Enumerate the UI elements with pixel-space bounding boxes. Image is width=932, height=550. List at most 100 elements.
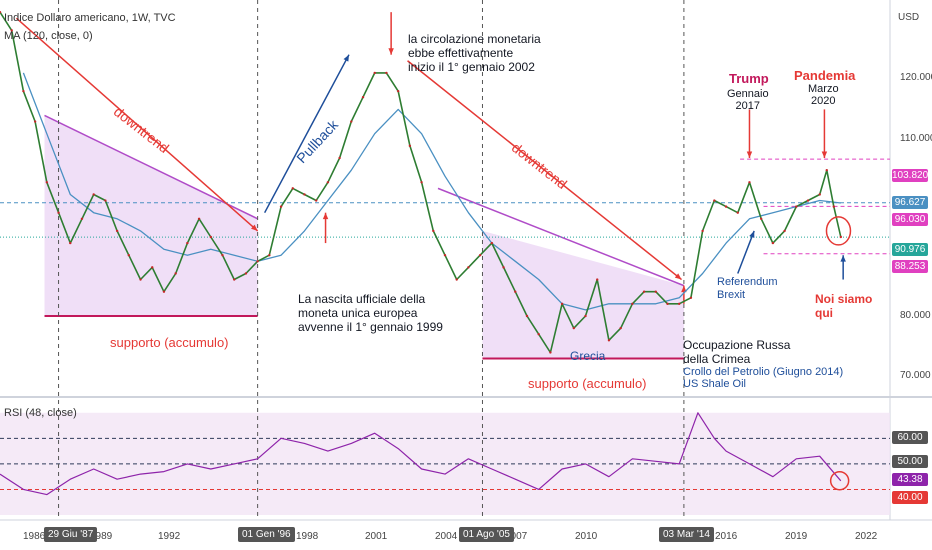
price-point [502, 266, 505, 269]
annotation-euro-birth: La nascita ufficiale della moneta unica … [298, 292, 443, 334]
euro-circ-line-3: inizio il 1° gennaio 2002 [408, 60, 535, 74]
price-tick: 110.000 [900, 133, 932, 144]
price-point [10, 29, 13, 32]
price-point [759, 217, 763, 220]
trump-date-line-2: 2017 [735, 100, 761, 112]
price-point [832, 205, 835, 208]
price-point [350, 120, 353, 123]
brexit-line-2: Brexit [717, 289, 746, 301]
euro-birth-line-1: La nascita ufficiale della [298, 292, 426, 306]
annotation-trump: Trump [729, 71, 769, 86]
year-tick: 1998 [296, 531, 319, 542]
price-point [197, 217, 201, 220]
price-point [139, 278, 142, 281]
price-point [736, 211, 739, 214]
year-tick: 2007 [505, 531, 528, 542]
price-point [560, 302, 564, 306]
price-level-label: 96.627 [892, 196, 928, 209]
pullback-arrow-head [343, 54, 349, 62]
price-point [666, 302, 669, 306]
annotation-trump-date: Gennaio 2017 [727, 88, 769, 112]
price-line [0, 11, 842, 354]
euro-birth-arrow-head [322, 212, 329, 220]
price-point [80, 217, 84, 220]
rsi-line [0, 412, 842, 496]
pullback-arrow [263, 54, 350, 214]
downtrend-arrow-1 [15, 17, 259, 232]
price-point [279, 205, 283, 208]
wedge-upper-line-2 [437, 187, 685, 287]
wedge-zone-1 [44, 115, 258, 316]
price-tick: 120.000 [900, 72, 932, 83]
price-point [314, 199, 318, 202]
price-point [654, 290, 657, 293]
price-point [256, 260, 259, 263]
noi-line-1: Noi siamo [815, 292, 873, 306]
price-level-label: 103.820 [892, 169, 929, 182]
price-point [783, 229, 786, 233]
downtrend-arrow-2 [407, 60, 683, 281]
price-point [209, 235, 212, 239]
price-point [572, 326, 576, 330]
price-point [432, 229, 435, 233]
price-point [233, 278, 236, 281]
price-point [373, 71, 376, 75]
brexit-arrow [737, 230, 755, 274]
downtrend-arrow-1-head [250, 224, 258, 231]
price-tick: 70.000 [900, 370, 931, 381]
price-point [724, 205, 728, 208]
price-point [0, 10, 2, 14]
noi-siamo-qui-arrow-head [840, 255, 846, 262]
price-point [22, 89, 25, 93]
rsi-level-label: 50.00 [892, 455, 928, 468]
price-point [244, 272, 248, 275]
price-point [338, 156, 341, 160]
price-point [291, 187, 294, 190]
pandemia-date-line-2: 2020 [811, 95, 836, 107]
price-point [162, 290, 166, 293]
year-tick: 2004 [435, 531, 458, 542]
price-point [151, 266, 154, 269]
date-marker: 01 Ago '05 [459, 527, 514, 542]
year-tick: 1992 [158, 531, 181, 542]
price-point [806, 199, 810, 202]
price-point [69, 241, 72, 245]
price-point [420, 181, 423, 184]
brexit-arrow-head [749, 230, 755, 238]
wedge-zone-2 [482, 230, 684, 359]
russia-line-1: Occupazione Russa [683, 338, 791, 352]
current-price-circle [825, 216, 852, 246]
price-point [115, 229, 119, 233]
price-point [689, 296, 693, 299]
price-point [127, 254, 131, 257]
crimea-arrow-head [681, 285, 687, 293]
price-point [713, 199, 716, 202]
annotation-support-1: supporto (accumulo) [110, 335, 229, 350]
euro-circ-arrow-head [388, 48, 394, 55]
price-level-label: 96.030 [892, 213, 928, 226]
date-marker: 29 Giu '87 [44, 527, 98, 542]
chart-title: Indice Dollaro americano, 1W, TVC [4, 12, 176, 24]
price-point [385, 71, 388, 75]
pandemia-arrow-head [821, 151, 828, 158]
annotation-grecia: Grecia [570, 349, 606, 363]
annotation-brexit: Referendum Brexit [717, 276, 778, 302]
price-point [45, 181, 49, 184]
euro-birth-line-2: moneta unica europea [298, 306, 418, 320]
price-point [748, 181, 751, 184]
year-tick: 2016 [715, 531, 738, 542]
price-point [525, 314, 529, 318]
price-point [514, 290, 517, 293]
annotation-oil: Crollo del Petrolio (Giugno 2014) US Sha… [683, 366, 843, 390]
price-point [795, 205, 798, 208]
year-tick: 2001 [365, 531, 388, 542]
price-point [268, 254, 271, 257]
date-marker: 01 Gen '96 [238, 527, 295, 542]
price-point [396, 89, 400, 93]
price-level-label: 90.976 [892, 243, 928, 256]
downtrend-arrow-2-head [674, 273, 682, 280]
price-point [361, 96, 365, 99]
annotation-noi-siamo-qui: Noi siamo qui [815, 292, 872, 320]
price-level-label: 88.253 [892, 260, 928, 273]
